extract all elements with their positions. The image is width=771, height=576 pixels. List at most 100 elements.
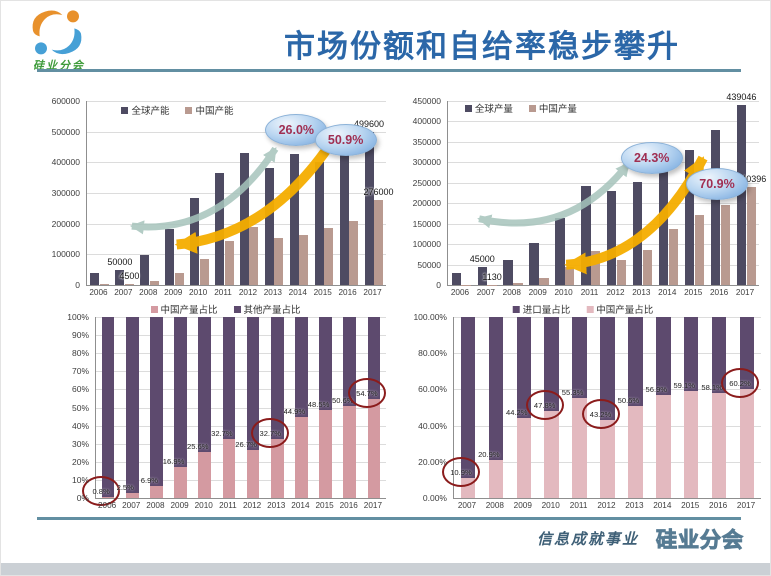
bar <box>224 240 234 285</box>
x-tick-label: 2017 <box>363 288 382 297</box>
y-tick-label: 350000 <box>412 136 441 147</box>
bar <box>710 129 721 285</box>
x-tick-label: 2014 <box>658 288 677 297</box>
percent-label: 50.6% <box>617 396 640 406</box>
bar <box>555 217 565 285</box>
legend: 全球产量 中国产量 <box>464 101 577 115</box>
x-tick-label: 2011 <box>219 501 237 510</box>
page-title: 市场份额和自给率稳步攀升 <box>284 29 680 64</box>
bar-bottom-segment <box>270 438 284 498</box>
x-tick-label: 2012 <box>606 288 625 297</box>
bar <box>451 272 461 285</box>
x-tick-label: 2009 <box>528 288 547 297</box>
percent-badge: 50.9% <box>314 123 377 156</box>
legend-item: 中国产量占比 <box>150 302 218 316</box>
legend-swatch-icon <box>150 305 158 313</box>
percent-label: 50.6% <box>331 396 354 406</box>
legend-swatch-icon <box>528 104 536 112</box>
x-tick-label: 2008 <box>502 288 521 297</box>
legend-swatch-icon <box>121 106 129 114</box>
highlight-circle <box>82 475 121 506</box>
grid-line <box>87 101 386 102</box>
x-tick-label: 2016 <box>339 501 358 510</box>
y-tick-label: 0% <box>76 493 89 503</box>
grid-line <box>96 425 386 427</box>
plot-area: 0.8% 2.5% 6.9% 16.9% 25.6% 32.7% 26.7% 32.7% 44.… <box>82 317 386 506</box>
y-tick-label: 60.00% <box>418 384 447 395</box>
bar-top-segment <box>460 317 476 479</box>
x-tick-label: 2010 <box>554 288 573 297</box>
bar <box>529 242 539 285</box>
bar <box>633 181 643 285</box>
x-tick-label: 2017 <box>363 501 383 510</box>
legend-label: 中国产能 <box>195 106 234 117</box>
x-tick-label: 2015 <box>313 288 332 297</box>
y-tick-label: 30% <box>71 438 89 449</box>
bar-top-segment <box>125 317 139 494</box>
bar-bottom-segment <box>125 493 139 498</box>
bar-top-segment <box>222 317 236 439</box>
legend-label: 其他产量占比 <box>243 305 301 316</box>
bar <box>607 190 617 285</box>
bar <box>165 228 175 285</box>
x-tick-label: 2007 <box>457 501 477 510</box>
percent-label: 25.6% <box>186 441 209 451</box>
percent-label: 32.7% <box>211 428 233 438</box>
logo: 硅业分会 <box>15 7 99 73</box>
y-tick-label: 300000 <box>412 157 441 168</box>
x-tick-label: 2006 <box>89 288 108 297</box>
percent-label: 56.9% <box>645 385 668 394</box>
x-tick-label: 2010 <box>541 501 560 510</box>
legend-item: 中国产量 <box>528 101 577 115</box>
percent-label: 16.9% <box>162 457 185 467</box>
bar-bottom-segment <box>488 460 504 498</box>
point-label: 50000 <box>107 256 133 267</box>
bar <box>668 228 679 285</box>
bar-bottom-segment <box>683 391 699 498</box>
bar <box>581 186 591 285</box>
grid-line <box>96 371 386 373</box>
point-label: 439046 <box>726 92 757 103</box>
x-tick-label: 2011 <box>580 288 599 297</box>
bar-top-segment <box>544 317 559 412</box>
bar-top-segment <box>488 317 504 461</box>
y-tick-label: 600000 <box>51 96 80 106</box>
x-tick-label: 2016 <box>709 501 728 510</box>
bar <box>140 254 150 285</box>
percent-label: 55.3% <box>561 387 584 397</box>
bar-bottom-segment <box>600 419 615 498</box>
x-tick-label: 2008 <box>139 288 158 297</box>
bar-bottom-segment <box>150 485 163 498</box>
y-tick-label: 10% <box>71 474 89 485</box>
x-tick-label: 2012 <box>597 501 616 510</box>
y-tick-label: 40% <box>71 420 89 431</box>
highlight-circle <box>525 390 564 421</box>
x-tick-label: 2015 <box>684 288 703 297</box>
y-tick-label: 500000 <box>51 126 80 137</box>
bar-top-segment <box>150 317 163 486</box>
x-tick-label: 2008 <box>146 501 165 510</box>
legend-label: 全球产能 <box>131 106 170 117</box>
point-label: 276000 <box>363 187 394 198</box>
bar <box>299 234 309 285</box>
y-tick-label: 100000 <box>412 239 441 250</box>
y-tick-label: 100% <box>67 312 89 322</box>
bar <box>115 269 125 285</box>
bar <box>149 280 159 285</box>
bar <box>364 131 374 285</box>
bar <box>339 145 349 285</box>
y-tick-label: 200000 <box>51 218 80 229</box>
bar <box>349 221 359 285</box>
grid-line <box>87 254 386 256</box>
x-tick-label: 2006 <box>97 501 117 510</box>
legend-label: 全球产量 <box>474 104 513 115</box>
plot-area: 45000 1130 439046 240396 24.3% 70.9% <box>447 92 766 286</box>
legend-swatch-icon <box>464 104 472 112</box>
bar-top-segment <box>270 317 284 439</box>
highlight-circle <box>441 457 480 488</box>
x-tick-label: 2016 <box>710 288 729 297</box>
y-tick-label: 40.00% <box>418 420 447 431</box>
grid-line <box>96 353 386 355</box>
bar-bottom-segment <box>367 398 381 498</box>
bottom-strip <box>1 563 770 575</box>
